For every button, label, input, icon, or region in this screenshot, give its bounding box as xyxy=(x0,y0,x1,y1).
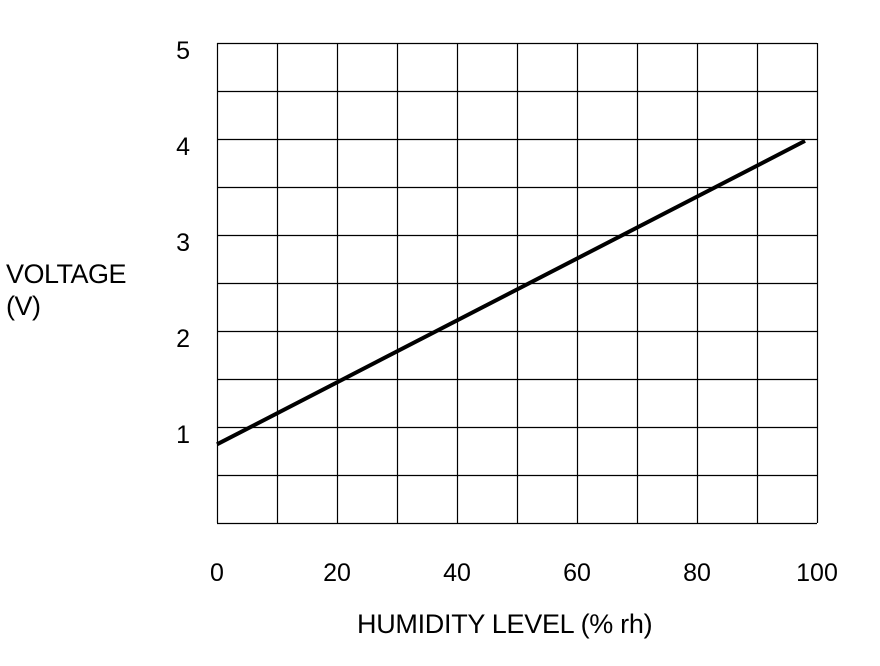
x-axis-title: HUMIDITY LEVEL (% rh) xyxy=(357,609,653,639)
y-axis-title-line-1: VOLTAGE xyxy=(6,259,127,289)
x-tick-label-0: 0 xyxy=(210,559,224,587)
chart-series xyxy=(216,139,806,447)
y-tick-label-1: 2 xyxy=(176,325,190,353)
y-tick-label-3: 4 xyxy=(176,133,190,161)
y-tick-label-0: 1 xyxy=(176,421,190,449)
series-line-0 xyxy=(216,139,806,447)
y-axis-title-line-2: (V) xyxy=(6,291,41,321)
y-tick-label-4: 5 xyxy=(176,37,190,65)
chart-grid xyxy=(216,42,819,525)
x-tick-label-3: 60 xyxy=(563,559,591,587)
chart-tick-labels: 0 20 40 60 80 100 1 2 3 4 5 xyxy=(176,37,838,587)
x-tick-label-1: 20 xyxy=(323,559,351,587)
y-tick-label-2: 3 xyxy=(176,229,190,257)
x-tick-label-2: 40 xyxy=(443,559,471,587)
x-tick-label-4: 80 xyxy=(683,559,711,587)
y-axis-title: VOLTAGE (V) xyxy=(6,258,127,322)
x-tick-label-5: 100 xyxy=(796,559,838,587)
